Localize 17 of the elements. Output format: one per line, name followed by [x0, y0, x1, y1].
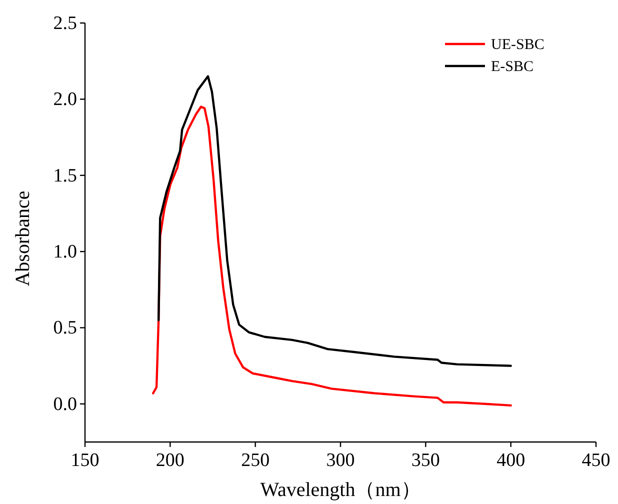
- x-axis-title: Wavelength（nm）: [260, 479, 421, 501]
- x-tick-label: 450: [582, 450, 610, 471]
- x-tick-label: 300: [326, 450, 355, 471]
- y-tick-label: 1.0: [53, 242, 77, 263]
- y-tick-label: 2.0: [53, 89, 77, 110]
- x-tick-label: 400: [496, 450, 526, 471]
- x-tick-label: 350: [411, 450, 440, 471]
- x-tick-label: 250: [241, 450, 270, 471]
- y-tick-label: 0.5: [53, 318, 77, 339]
- legend-label: UE-SBC: [491, 37, 544, 53]
- y-tick-label: 0.0: [53, 394, 77, 415]
- y-axis-title: Absorbance: [12, 190, 34, 286]
- y-tick-label: 1.5: [53, 165, 77, 186]
- x-tick-label: 200: [156, 450, 184, 471]
- x-tick-label: 150: [70, 450, 100, 471]
- y-tick-label: 2.5: [53, 13, 77, 34]
- legend-label: E-SBC: [491, 59, 534, 75]
